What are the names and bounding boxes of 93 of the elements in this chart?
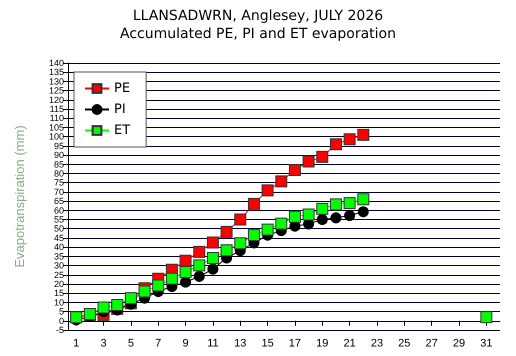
point bbox=[330, 212, 342, 224]
point bbox=[206, 236, 219, 249]
point bbox=[207, 264, 218, 275]
x-tick-label: 29 bbox=[452, 338, 466, 350]
y-tick-label: 135 bbox=[48, 67, 64, 78]
point bbox=[220, 244, 233, 256]
point bbox=[330, 198, 342, 210]
point bbox=[358, 206, 369, 218]
point bbox=[180, 266, 192, 278]
x-tick-label: 19 bbox=[316, 338, 328, 350]
y-tick-label: 25 bbox=[54, 270, 64, 280]
point bbox=[248, 198, 260, 210]
y-tick-label: 45 bbox=[54, 232, 64, 243]
y-tick-label: 10 bbox=[54, 297, 64, 308]
y-tick-label: 65 bbox=[54, 196, 64, 206]
y-tick-label: 90 bbox=[54, 150, 64, 160]
point bbox=[220, 226, 233, 238]
chart-title: LLANSADWRN, Anglesey, JULY 2026 bbox=[132, 8, 384, 24]
legend-label: ET bbox=[114, 123, 130, 138]
x-tick-label: 1 bbox=[73, 338, 80, 350]
point bbox=[262, 184, 274, 196]
y-tick-label: 35 bbox=[54, 251, 64, 262]
point bbox=[316, 150, 328, 163]
point bbox=[248, 229, 260, 242]
point bbox=[288, 164, 301, 176]
point bbox=[180, 276, 192, 288]
x-tick-label: 21 bbox=[343, 338, 356, 350]
y-tick-label: 125 bbox=[48, 86, 64, 96]
point bbox=[234, 214, 246, 226]
y-tick-label: 60 bbox=[54, 205, 64, 216]
x-tick-label: 7 bbox=[155, 338, 162, 350]
y-tick-label: 105 bbox=[48, 122, 64, 132]
y-tick-label: 110 bbox=[50, 113, 64, 124]
point bbox=[152, 279, 164, 292]
y-tick-label: 100 bbox=[48, 132, 64, 142]
y-tick-label: 85 bbox=[54, 159, 64, 170]
y-tick-label: 120 bbox=[48, 94, 64, 105]
point bbox=[344, 210, 356, 221]
point bbox=[344, 197, 356, 210]
point bbox=[275, 218, 288, 230]
y-tick-label: 5 bbox=[58, 306, 64, 317]
y-tick-label: 15 bbox=[54, 288, 64, 298]
point bbox=[288, 210, 301, 223]
point bbox=[98, 302, 110, 314]
point bbox=[124, 292, 137, 304]
x-tick-label: 23 bbox=[370, 338, 384, 350]
y-tick-label: 50 bbox=[54, 224, 64, 234]
x-tick-label: 15 bbox=[261, 338, 274, 350]
point bbox=[138, 286, 151, 298]
point bbox=[316, 202, 328, 215]
y-tick-label: 30 bbox=[54, 260, 64, 271]
y-tick-label: 75 bbox=[54, 178, 64, 188]
point bbox=[316, 214, 328, 226]
y-tick-label: 115 bbox=[50, 104, 64, 114]
point bbox=[194, 270, 205, 282]
y-tick-label: 95 bbox=[54, 140, 64, 151]
point bbox=[275, 175, 288, 188]
x-tick-label: 17 bbox=[288, 338, 302, 350]
point bbox=[480, 311, 492, 324]
legend-label: PI bbox=[114, 102, 126, 117]
y-tick-label: 40 bbox=[54, 242, 64, 252]
y-tick-label: 80 bbox=[54, 168, 64, 178]
point bbox=[302, 156, 315, 168]
point bbox=[357, 193, 370, 206]
point bbox=[330, 138, 342, 150]
point bbox=[193, 246, 206, 258]
x-tick-label: 25 bbox=[398, 338, 410, 350]
y-tick-label: 130 bbox=[48, 76, 64, 86]
point bbox=[206, 252, 219, 264]
y-tick-label: 20 bbox=[54, 278, 64, 289]
x-tick-label: 11 bbox=[207, 338, 219, 350]
point bbox=[262, 224, 274, 236]
y-tick-label: -5 bbox=[56, 325, 64, 335]
y-tick-label: 55 bbox=[54, 214, 64, 225]
y-tick-label: 70 bbox=[54, 186, 64, 197]
x-tick-label: 3 bbox=[100, 338, 107, 350]
point bbox=[166, 272, 178, 285]
point bbox=[180, 254, 192, 267]
point bbox=[357, 128, 370, 141]
point bbox=[234, 237, 246, 250]
x-tick-label: 13 bbox=[234, 338, 246, 350]
x-tick-label: 31 bbox=[480, 338, 492, 350]
point bbox=[111, 298, 124, 311]
x-tick-label: 9 bbox=[182, 338, 189, 350]
point bbox=[193, 259, 206, 272]
x-tick-label: 5 bbox=[128, 338, 134, 350]
y-tick-label: 140 bbox=[48, 58, 64, 68]
chart-subtitle: Accumulated PE, PI and ET evaporation bbox=[120, 26, 396, 42]
x-tick-label: 27 bbox=[426, 338, 438, 350]
point bbox=[302, 208, 315, 221]
legend-label: PE bbox=[114, 81, 130, 96]
point bbox=[344, 133, 356, 146]
y-axis-title: Evapotranspiration (mm) bbox=[12, 125, 27, 268]
